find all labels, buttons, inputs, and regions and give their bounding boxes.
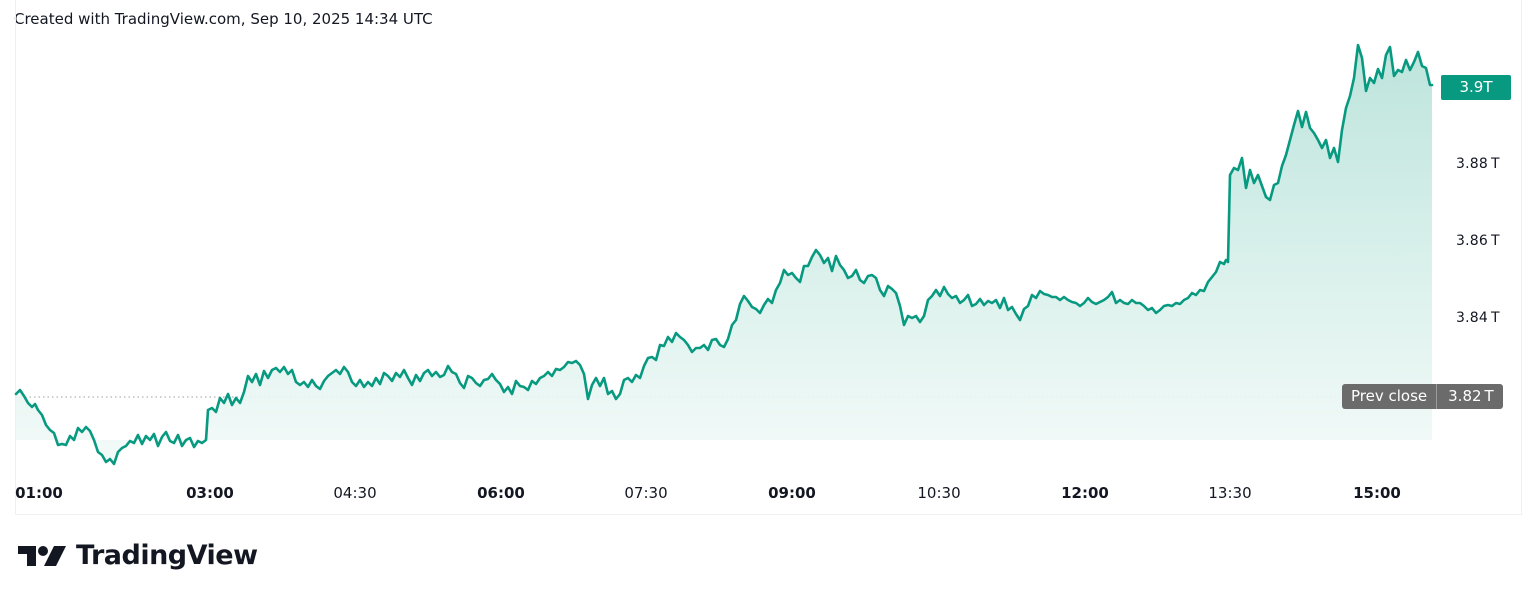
tradingview-logo[interactable]: TradingView	[18, 540, 258, 571]
brand-name: TradingView	[76, 540, 258, 571]
x-tick-1330: 13:30	[1208, 484, 1252, 502]
x-tick-0430: 04:30	[333, 484, 377, 502]
y-tick-3-88: 3.88 T	[1456, 156, 1500, 172]
tradingview-logo-icon	[18, 545, 66, 566]
x-tick-1030: 10:30	[917, 484, 961, 502]
area-fill	[16, 45, 1432, 464]
x-tick-1500: 15:00	[1353, 484, 1401, 502]
x-tick-0100: 01:00	[15, 484, 63, 502]
x-tick-0600: 06:00	[477, 484, 525, 502]
x-tick-0900: 09:00	[768, 484, 816, 502]
chart-frame	[15, 0, 1522, 515]
chart-caption: Created with TradingView.com, Sep 10, 20…	[14, 10, 433, 28]
x-tick-0730: 07:30	[624, 484, 668, 502]
y-tick-3-84: 3.84 T	[1456, 310, 1500, 326]
prev-close-badge: Prev close 3.82 T	[1342, 384, 1503, 409]
price-chart[interactable]	[0, 0, 1536, 520]
prev-close-label: Prev close	[1342, 384, 1438, 409]
y-tick-3-86: 3.86 T	[1456, 233, 1500, 249]
x-tick-1200: 12:00	[1061, 484, 1109, 502]
price-line	[14, 43, 1434, 466]
x-tick-0300: 03:00	[186, 484, 234, 502]
prev-close-value: 3.82 T	[1437, 384, 1503, 409]
last-price-badge: 3.9T	[1441, 75, 1511, 100]
